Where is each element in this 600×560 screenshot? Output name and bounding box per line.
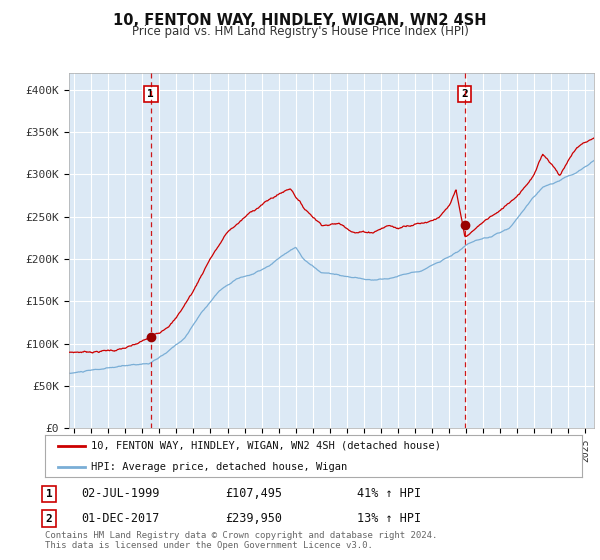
- Text: Contains HM Land Registry data © Crown copyright and database right 2024.
This d: Contains HM Land Registry data © Crown c…: [45, 530, 437, 550]
- Text: Price paid vs. HM Land Registry's House Price Index (HPI): Price paid vs. HM Land Registry's House …: [131, 25, 469, 38]
- Text: 2: 2: [46, 514, 53, 524]
- Text: 13% ↑ HPI: 13% ↑ HPI: [357, 512, 421, 525]
- Text: 10, FENTON WAY, HINDLEY, WIGAN, WN2 4SH (detached house): 10, FENTON WAY, HINDLEY, WIGAN, WN2 4SH …: [91, 441, 440, 451]
- Text: 41% ↑ HPI: 41% ↑ HPI: [357, 487, 421, 501]
- Text: 1: 1: [148, 89, 154, 99]
- Text: 1: 1: [46, 489, 53, 499]
- Text: £239,950: £239,950: [225, 512, 282, 525]
- Text: 02-JUL-1999: 02-JUL-1999: [81, 487, 160, 501]
- Text: £107,495: £107,495: [225, 487, 282, 501]
- Text: HPI: Average price, detached house, Wigan: HPI: Average price, detached house, Wiga…: [91, 461, 347, 472]
- Text: 01-DEC-2017: 01-DEC-2017: [81, 512, 160, 525]
- Text: 2: 2: [461, 89, 468, 99]
- Text: 10, FENTON WAY, HINDLEY, WIGAN, WN2 4SH: 10, FENTON WAY, HINDLEY, WIGAN, WN2 4SH: [113, 13, 487, 29]
